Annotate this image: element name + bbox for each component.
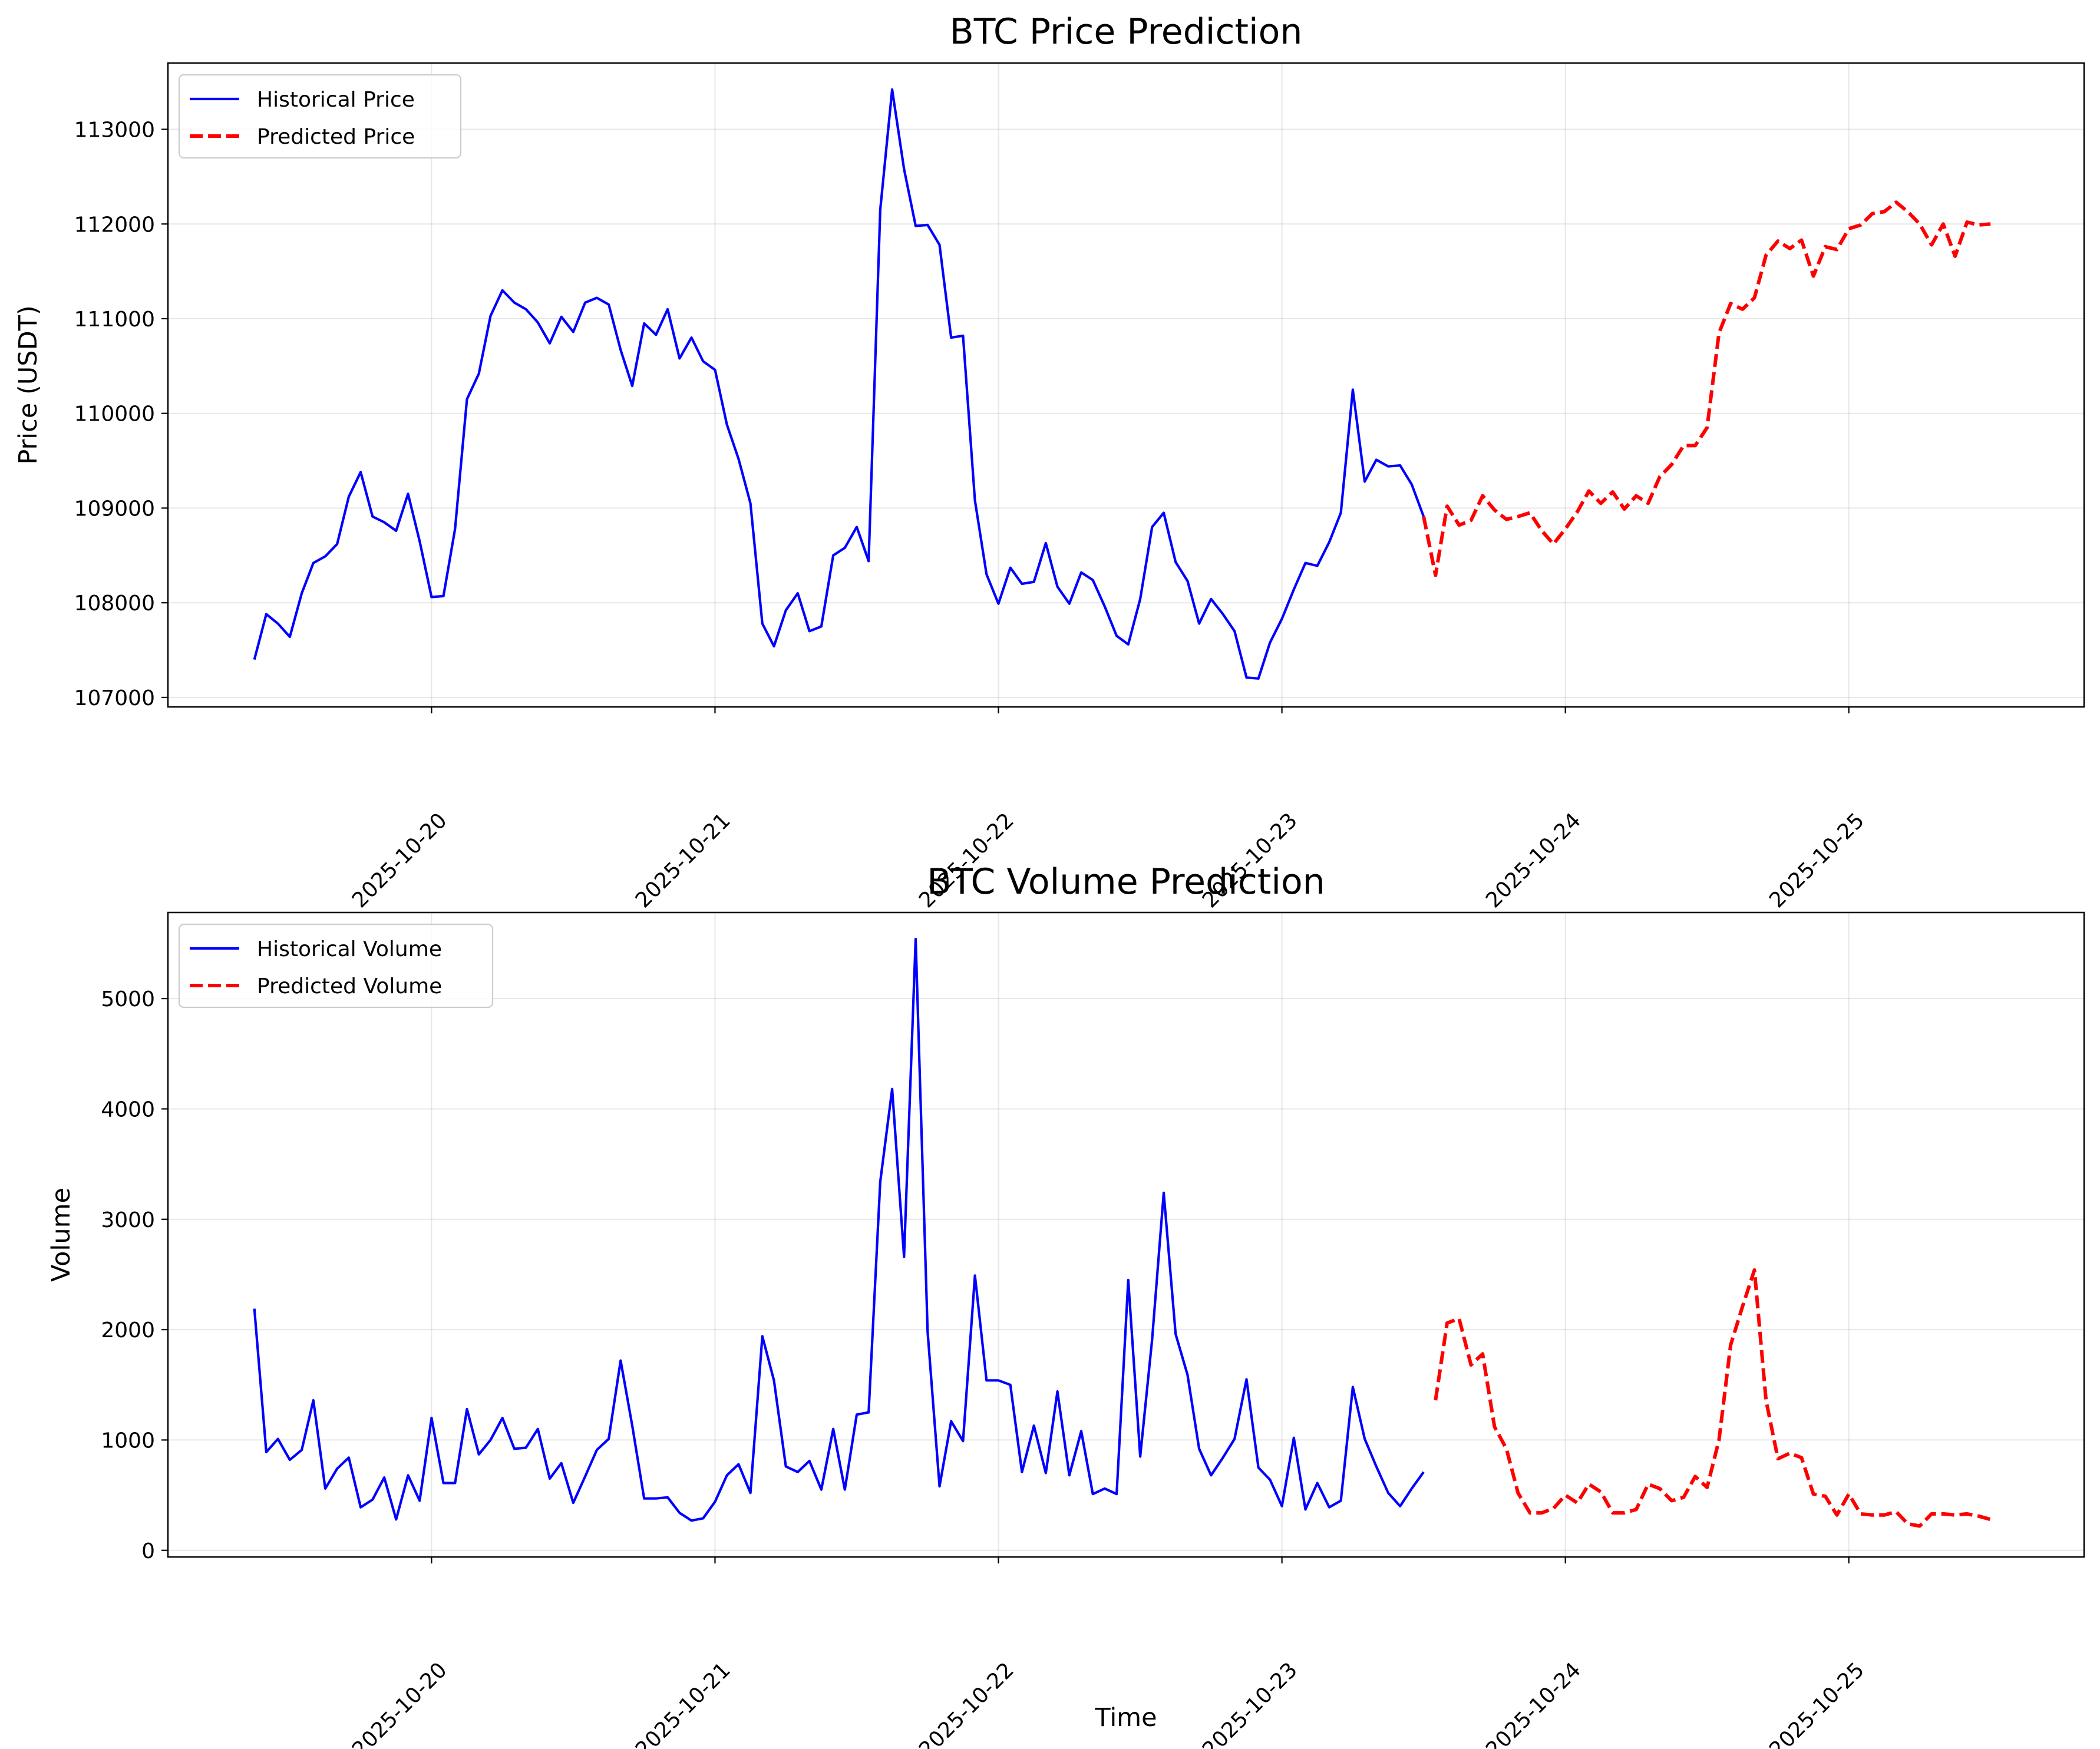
price-y-axis-label: Price (USDT) bbox=[14, 305, 43, 464]
price-y-tick-label: 113000 bbox=[74, 118, 155, 143]
price-legend: Historical Price Predicted Price bbox=[179, 75, 461, 158]
volume-y-tick-label: 3000 bbox=[101, 1208, 155, 1232]
volume-y-tick-label: 5000 bbox=[101, 987, 155, 1011]
price-y-tick-label: 108000 bbox=[74, 591, 155, 616]
volume-legend-label-predicted-volume: Predicted Volume bbox=[257, 974, 442, 999]
price-legend-label-historical-price: Historical Price bbox=[257, 88, 415, 112]
volume-chart-title: BTC Volume Prediction bbox=[927, 861, 1325, 902]
volume-y-axis-label: Volume bbox=[47, 1188, 76, 1282]
price-legend-label-predicted-price: Predicted Price bbox=[257, 125, 415, 149]
price-y-tick-label: 109000 bbox=[74, 497, 155, 521]
volume-y-tick-label: 2000 bbox=[101, 1318, 155, 1343]
price-y-tick-label: 111000 bbox=[74, 308, 155, 332]
volume-y-tick-label: 4000 bbox=[101, 1097, 155, 1122]
price-y-tick-label: 110000 bbox=[74, 402, 155, 426]
price-y-tick-label: 112000 bbox=[74, 213, 155, 237]
price-chart-title: BTC Price Prediction bbox=[950, 11, 1303, 52]
volume-legend-label-historical-volume: Historical Volume bbox=[257, 937, 442, 961]
volume-legend: Historical Volume Predicted Volume bbox=[179, 924, 493, 1007]
price-y-tick-label: 107000 bbox=[74, 686, 155, 710]
volume-y-tick-label: 1000 bbox=[101, 1429, 155, 1453]
volume-y-tick-label: 0 bbox=[141, 1539, 155, 1563]
volume-x-axis-label: Time bbox=[1094, 1703, 1157, 1733]
